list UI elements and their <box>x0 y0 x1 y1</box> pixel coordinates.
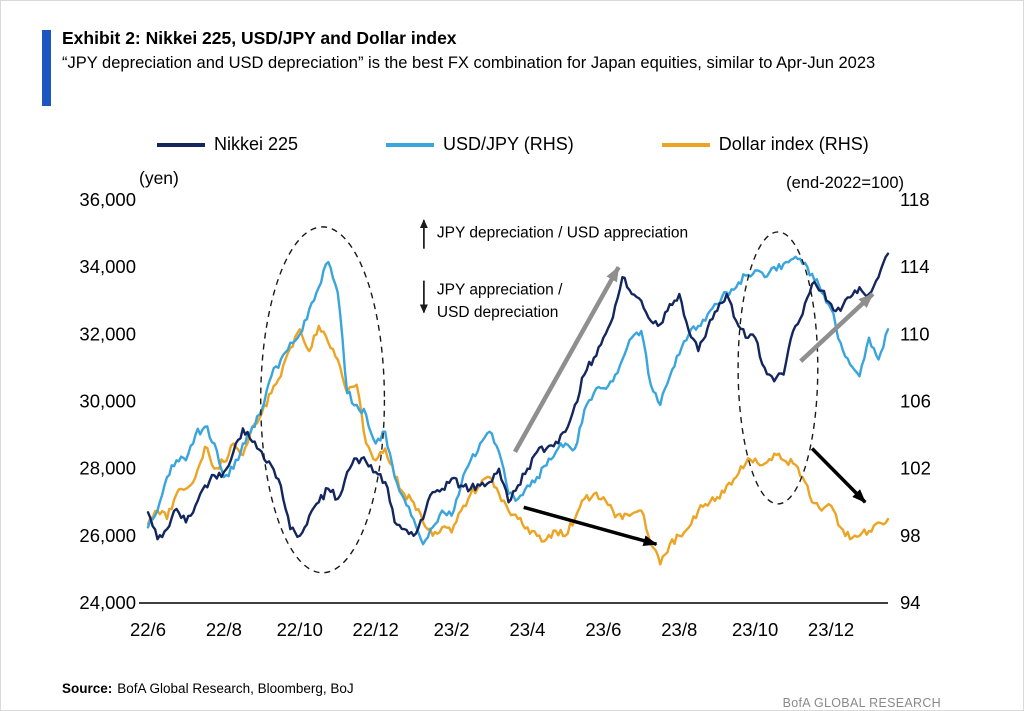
gray-trend-arrow-2 <box>799 292 875 363</box>
down-direction-label-line2: USD depreciation <box>437 304 558 321</box>
chart-legend: Nikkei 225 USD/JPY (RHS) Dollar index (RHS… <box>157 134 869 155</box>
exhibit-accent-bar <box>42 30 51 106</box>
right-axis-tick-label: 98 <box>900 525 921 546</box>
exhibit-subtitle: “JPY depreciation and USD depreciation” … <box>62 54 876 72</box>
right-axis-tick-label: 110 <box>900 323 930 344</box>
legend-swatch-nikkei-225 <box>157 142 205 147</box>
nikkei-225-line <box>146 252 890 541</box>
x-axis-tick-label: 22/8 <box>206 619 242 640</box>
left-axis-tick-label: 30,000 <box>79 391 136 412</box>
source-text: BofA Global Research, Bloomberg, BoJ <box>117 681 354 696</box>
dollar-index-rhs-line <box>146 324 890 566</box>
x-axis-tick-label: 22/6 <box>130 619 166 640</box>
dashed-ellipse-annotation-1 <box>260 226 386 574</box>
left-axis-tick-label: 36,000 <box>79 189 136 210</box>
left-axis-tick-label: 28,000 <box>79 458 136 479</box>
legend-item-usd-jpy-rhs: USD/JPY (RHS) <box>386 134 574 155</box>
source-line: Source: BofA Global Research, Bloomberg, … <box>62 681 354 696</box>
up-direction-label: JPY depreciation / USD appreciation <box>437 225 688 242</box>
legend-label-usd-jpy-rhs: USD/JPY (RHS) <box>443 134 574 154</box>
right-axis-tick-label: 102 <box>900 458 931 479</box>
x-axis-tick-label: 22/10 <box>277 619 323 640</box>
usd-jpy-rhs-line <box>146 255 890 546</box>
x-axis-tick-label: 23/6 <box>585 619 621 640</box>
chart-svg: 24,000 26,000 28,000 30,000 32,000 34,000 36,0… <box>79 189 931 640</box>
legend-item-dollar-index-rhs: Dollar index (RHS) <box>661 134 869 155</box>
x-axis-tick-label: 23/4 <box>509 619 545 640</box>
right-axis-tick-label: 106 <box>900 391 931 412</box>
left-axis-tick-label: 24,000 <box>79 592 136 613</box>
dashed-ellipse-annotation-2 <box>737 231 819 505</box>
right-axis-unit-label: (end-2022=100) <box>786 174 904 192</box>
exhibit-title: Exhibit 2: Nikkei 225, USD/JPY and Dolla… <box>62 28 457 48</box>
right-axis-tick-label: 114 <box>900 256 930 277</box>
right-axis-tick-label: 118 <box>900 189 930 210</box>
x-axis-tick-label: 23/10 <box>732 619 778 640</box>
brand-mark: BofA GLOBAL RESEARCH <box>782 696 941 710</box>
black-trend-arrow-3 <box>523 505 658 547</box>
black-trend-arrow-4 <box>810 447 867 504</box>
left-axis-tick-label: 34,000 <box>79 256 136 277</box>
chart-area: 24,000 26,000 28,000 30,000 32,000 34,000 36,0… <box>0 130 1024 678</box>
right-axis-tick-label: 94 <box>900 592 921 613</box>
gray-trend-arrow-1 <box>513 266 621 453</box>
down-direction-label-line1: JPY appreciation / <box>437 282 563 299</box>
legend-label-nikkei-225: Nikkei 225 <box>214 134 299 154</box>
source-label: Source: <box>62 681 113 696</box>
x-axis-tick-label: 23/2 <box>434 619 470 640</box>
x-axis-tick-label: 23/12 <box>808 619 854 640</box>
legend-label-dollar-index-rhs: Dollar index (RHS) <box>718 134 869 154</box>
legend-swatch-dollar-index-rhs <box>661 142 710 147</box>
legend-swatch-usd-jpy-rhs <box>386 142 435 147</box>
legend-item-nikkei-225: Nikkei 225 <box>157 134 298 155</box>
x-axis-tick-label: 23/8 <box>661 619 697 640</box>
left-axis-tick-label: 32,000 <box>79 323 136 344</box>
x-axis-tick-label: 22/12 <box>353 619 399 640</box>
left-axis-unit-label: (yen) <box>139 168 179 188</box>
left-axis-tick-label: 26,000 <box>79 525 136 546</box>
